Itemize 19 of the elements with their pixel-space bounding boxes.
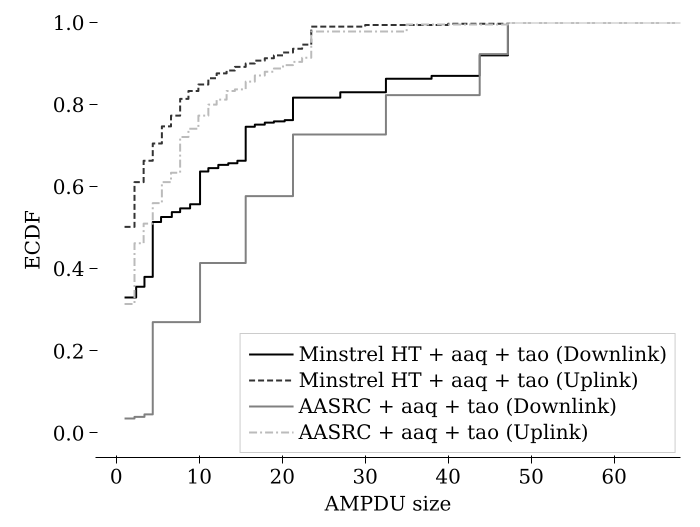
legend-label: AASRC + aaq + tao (Uplink) [298, 420, 589, 444]
x-tick-label: 50 [518, 464, 544, 488]
y-tick-label: 0.2 [52, 339, 85, 364]
legend-label: Minstrel HT + aaq + tao (Uplink) [298, 368, 639, 392]
x-tick-label: 60 [601, 464, 627, 488]
x-tick-label: 0 [110, 464, 123, 488]
legend-label: AASRC + aaq + tao (Downlink) [298, 394, 617, 418]
y-axis-title: ECDF [20, 210, 45, 270]
y-tick-label: 0.8 [52, 93, 85, 118]
y-tick-label: 0.0 [52, 421, 85, 446]
x-tick-label: 40 [435, 464, 461, 488]
legend-label: Minstrel HT + aaq + tao (Downlink) [298, 342, 667, 366]
y-tick-label: 1.0 [52, 11, 85, 35]
y-tick-label: 0.6 [52, 175, 85, 200]
x-tick-label: 30 [352, 464, 378, 488]
y-tick-label: 0.4 [52, 257, 85, 282]
x-tick-label: 10 [186, 464, 212, 488]
x-axis-title: AMPDU size [324, 492, 452, 516]
x-tick-label: 20 [269, 464, 295, 488]
